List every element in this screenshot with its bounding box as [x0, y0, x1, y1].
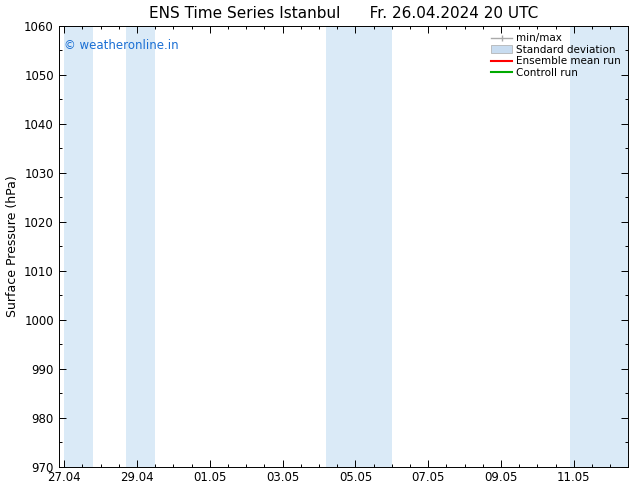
- Legend: min/max, Standard deviation, Ensemble mean run, Controll run: min/max, Standard deviation, Ensemble me…: [489, 31, 623, 80]
- Title: ENS Time Series Istanbul      Fr. 26.04.2024 20 UTC: ENS Time Series Istanbul Fr. 26.04.2024 …: [149, 5, 538, 21]
- Y-axis label: Surface Pressure (hPa): Surface Pressure (hPa): [6, 175, 18, 317]
- Bar: [327, 26, 392, 466]
- Bar: [126, 26, 155, 466]
- Bar: [570, 26, 628, 466]
- Bar: [64, 26, 93, 466]
- Text: © weatheronline.in: © weatheronline.in: [65, 39, 179, 52]
